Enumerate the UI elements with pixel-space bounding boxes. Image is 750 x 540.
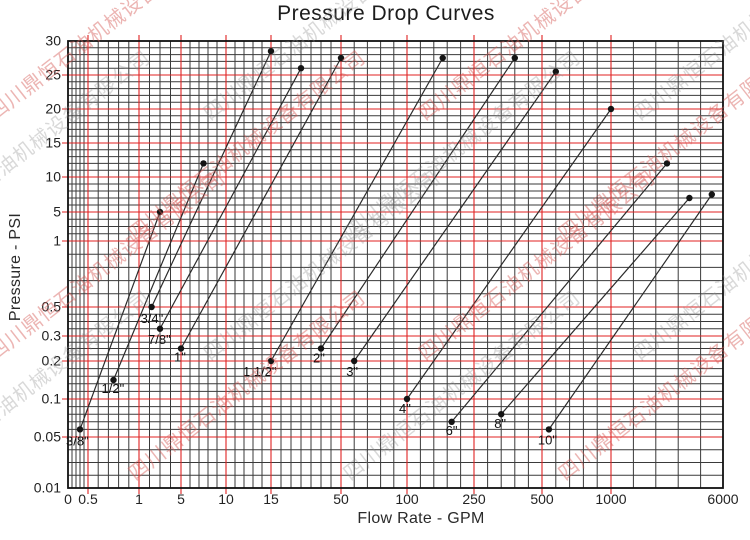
curve-label-10: 10" (538, 432, 557, 447)
curve-label-7-8: 7/8" (148, 332, 171, 347)
curve-label-1: 1" (174, 350, 186, 365)
page-title: Pressure Drop Curves (277, 2, 495, 25)
y-tick-0.01: 0.01 (34, 480, 61, 496)
curve-dot-high-1 (337, 54, 345, 62)
curve-line-4 (406, 108, 612, 400)
curve-3: 3" (346, 68, 559, 379)
curve-1-2: 1/2" (102, 160, 207, 396)
curve-line-1-2 (112, 163, 205, 381)
curve-label-6: 6" (446, 423, 458, 438)
curve-10: 10" (538, 191, 715, 447)
x-tick-1: 1 (135, 491, 143, 507)
curve-dot-low-1-2 (110, 376, 117, 384)
curve-label-3-8: 3/8" (66, 433, 89, 448)
x-tick-5: 5 (177, 491, 185, 507)
curve-line-6 (451, 163, 668, 423)
curve-label-4: 4" (399, 401, 411, 416)
y-tick-labels: 30 25 20 15 10 5 1 0.5 0.3 0.2 0.1 0.05 0.01 (34, 33, 61, 496)
y-tick-1: 1 (53, 233, 61, 249)
curve-6: 6" (446, 160, 671, 438)
y-tick-15: 15 (45, 135, 61, 151)
y-tick-0.3: 0.3 (42, 328, 62, 344)
y-tick-0.5: 0.5 (42, 299, 62, 315)
y-tick-5: 5 (53, 204, 61, 220)
y-tick-0.05: 0.05 (34, 429, 61, 445)
curve-line-10 (548, 194, 713, 430)
curve-1: 1" (174, 54, 345, 365)
y-tick-20: 20 (45, 101, 61, 117)
curve-line-8 (500, 197, 690, 415)
y-tick-25: 25 (45, 67, 61, 83)
x-tick-250: 250 (462, 491, 486, 507)
curve-dot-low-1 (177, 345, 185, 352)
curve-line-2 (320, 57, 516, 349)
y-tick-0.1: 0.1 (42, 391, 62, 407)
curve-dot-low-3-8 (76, 426, 84, 433)
curve-label-2: 2" (313, 351, 325, 366)
x-tick-0: 0 (64, 491, 72, 507)
curve-label-3: 3" (346, 364, 358, 379)
curve-dot-low-6 (448, 418, 455, 425)
curve-dot-low-8 (498, 411, 505, 418)
curve-line-3-8 (79, 211, 161, 430)
curve-line-3 (353, 71, 557, 362)
curve-line-1 (180, 57, 342, 349)
x-tick-15: 15 (263, 491, 279, 507)
curve-dot-low-10 (545, 426, 553, 433)
curve-dot-low-1-1-2 (267, 357, 275, 365)
x-tick-6000: 6000 (707, 491, 738, 507)
grid-minor-lines (68, 41, 723, 488)
curve-label-1-1-2: 1 1/2" (243, 364, 277, 379)
curve-7-8: 7/8" (148, 65, 305, 347)
curve-8: 8" (494, 194, 693, 431)
y-tick-30: 30 (45, 33, 61, 49)
curve-dot-high-1-1-2 (439, 54, 446, 62)
curve-dot-low-4 (403, 395, 411, 403)
curve-dot-high-10 (708, 191, 715, 198)
curve-3-4: 3/4" (141, 48, 275, 326)
curve-dot-low-7-8 (156, 325, 164, 332)
x-tick-10: 10 (218, 491, 234, 507)
x-axis-title: Flow Rate - GPM (357, 510, 485, 527)
y-axis-title: Pressure - PSI (7, 212, 24, 322)
curve-dot-high-3-8 (156, 208, 164, 216)
x-tick-0.5: 0.5 (78, 491, 98, 507)
curve-dot-low-3-4 (148, 303, 155, 311)
curve-1-1-2: 1 1/2" (243, 54, 446, 379)
curve-label-3-4: 3/4" (141, 311, 164, 326)
curve-label-1-2: 1/2" (102, 381, 125, 396)
curve-dot-high-2 (511, 54, 518, 62)
x-tick-100: 100 (395, 491, 419, 507)
curve-dot-high-3-4 (267, 48, 275, 55)
curve-dot-high-7-8 (297, 65, 305, 72)
curve-dot-high-1-2 (200, 160, 207, 167)
curve-label-8: 8" (494, 416, 506, 431)
plot-border (67, 40, 724, 489)
curve-dot-high-8 (686, 194, 693, 202)
x-tick-50: 50 (333, 491, 349, 507)
curve-dot-high-3 (552, 68, 559, 75)
curve-dot-high-4 (607, 105, 615, 113)
x-tick-1000: 1000 (595, 491, 626, 507)
curve-3-8: 3/8" (66, 208, 164, 448)
y-tick-10: 10 (45, 169, 61, 185)
y-tick-0.2: 0.2 (42, 353, 62, 369)
curve-dot-high-6 (663, 160, 671, 167)
grid-red-lines (62, 35, 723, 494)
x-tick-500: 500 (530, 491, 554, 507)
curve-line-7-8 (159, 67, 302, 330)
curve-4: 4" (399, 105, 615, 416)
x-tick-labels: 0 0.5 1 5 10 15 50 100 250 500 1000 6000 (64, 491, 739, 507)
curve-2: 2" (313, 54, 518, 366)
curve-line-3-4 (151, 50, 272, 308)
curve-dot-low-3 (351, 357, 358, 365)
curve-line-1-1-2 (270, 57, 444, 362)
curve-dot-low-2 (317, 345, 325, 352)
